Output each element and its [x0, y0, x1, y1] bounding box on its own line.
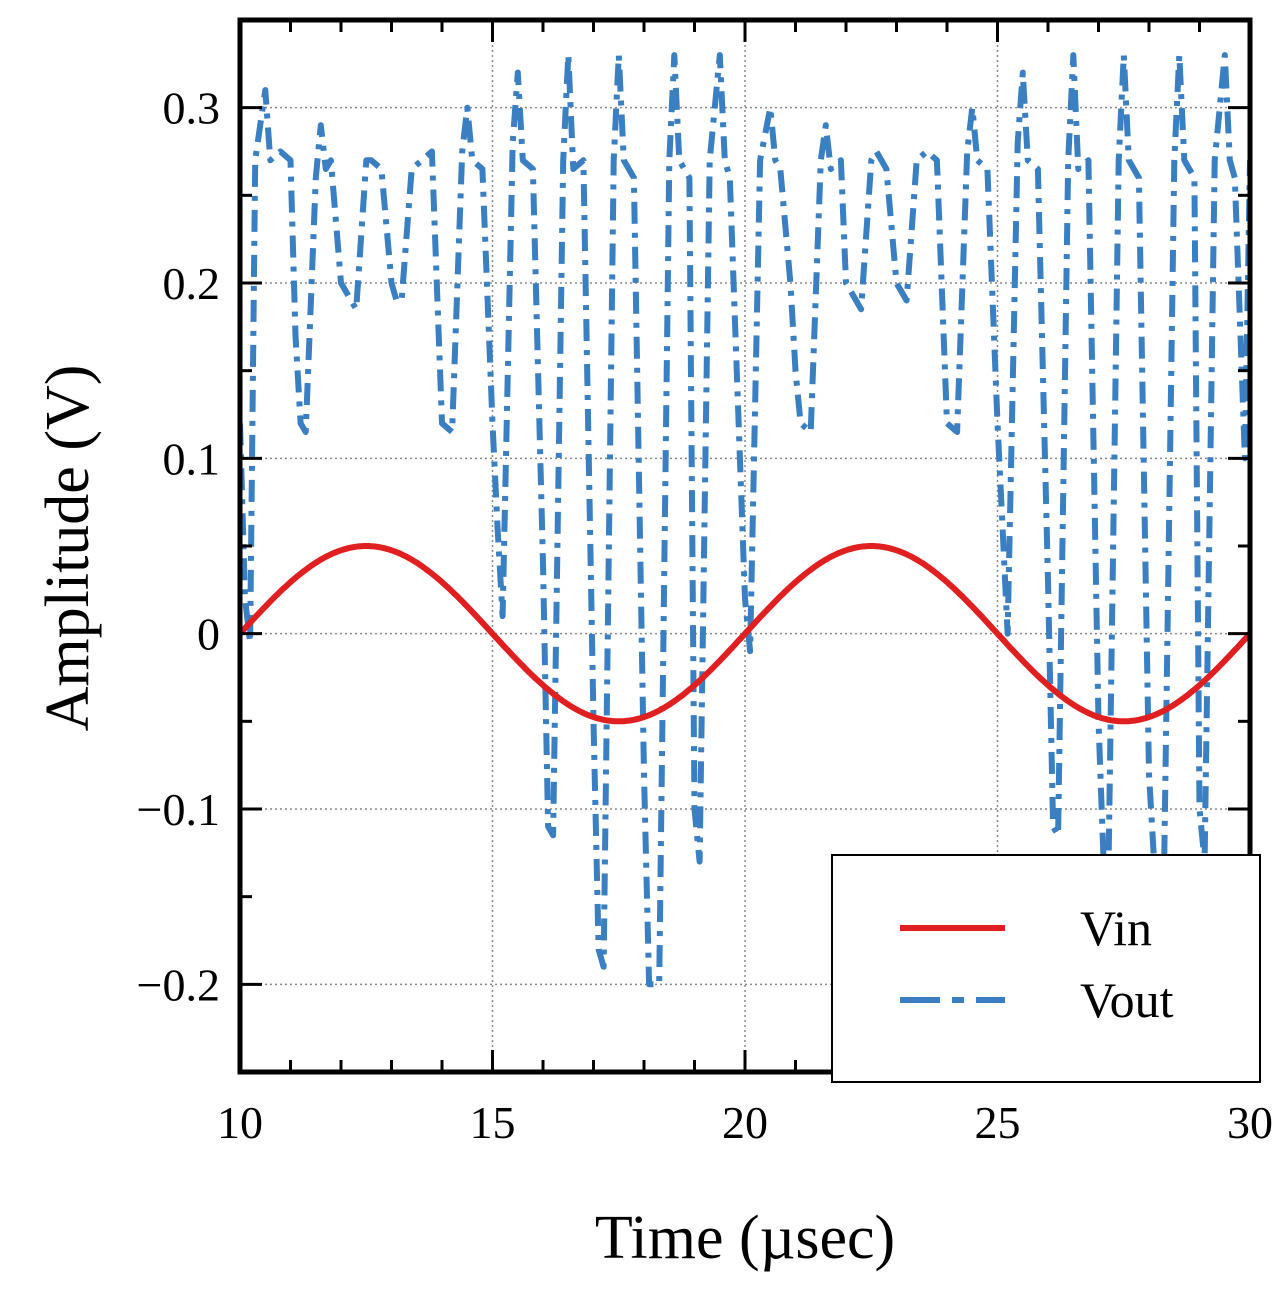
legend: Vin Vout	[831, 854, 1261, 1083]
y-tick-label: 0	[197, 609, 220, 660]
legend-label-vin: Vin	[1080, 900, 1152, 956]
y-tick-label: 0.3	[163, 83, 221, 134]
series-vout-line	[240, 52, 1250, 988]
tick-labels: 10 15 20 25 30 0.3 0.2 0.1 0 −0.1 −0.2	[137, 83, 1273, 1148]
x-tick-label: 15	[470, 1097, 516, 1148]
x-tick-label: 30	[1227, 1097, 1273, 1148]
series-vin-line	[240, 543, 1250, 725]
y-tick-label: 0.1	[163, 433, 221, 484]
y-tick-label: −0.1	[137, 784, 220, 835]
legend-box	[831, 854, 1261, 1083]
y-tick-label: −0.2	[137, 959, 220, 1010]
y-tick-label: 0.2	[163, 258, 221, 309]
x-tick-label: 25	[975, 1097, 1021, 1148]
x-tick-label: 20	[722, 1097, 768, 1148]
legend-label-vout: Vout	[1080, 972, 1174, 1028]
x-tick-label: 10	[217, 1097, 263, 1148]
x-axis-title: Time (µsec)	[595, 1204, 895, 1272]
y-axis-title: Amplitude (V)	[34, 365, 102, 732]
plot-series	[240, 52, 1250, 988]
